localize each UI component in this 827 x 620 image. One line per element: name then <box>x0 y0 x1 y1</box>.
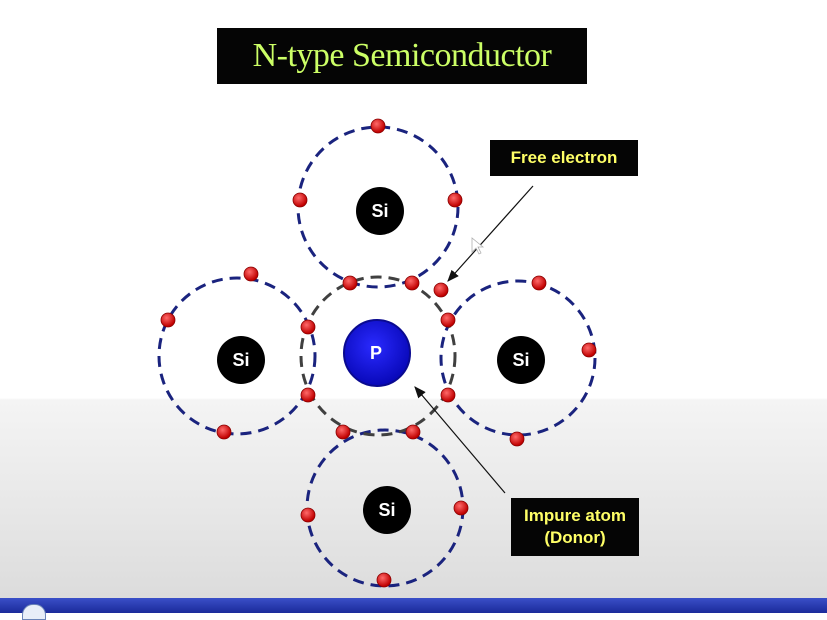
electron <box>300 319 316 335</box>
atom-left-label: Si <box>232 350 249 370</box>
atom-top-label: Si <box>371 201 388 221</box>
impure-atom-arrow <box>414 386 506 494</box>
electron <box>531 275 547 291</box>
electron-free <box>433 282 449 298</box>
electron <box>509 431 525 447</box>
electron <box>447 192 463 208</box>
electron <box>160 312 176 328</box>
atom-bottom <box>363 486 411 534</box>
electron <box>440 312 456 328</box>
atom-center-donor <box>343 319 411 387</box>
atom-center-label: P <box>370 343 382 363</box>
orbit-right <box>439 279 597 437</box>
impure-atom-label-line2: (Donor) <box>544 528 606 547</box>
electron <box>440 387 456 403</box>
electron <box>453 500 469 516</box>
electron <box>376 572 392 588</box>
app-icon[interactable] <box>22 604 46 620</box>
mouse-cursor-icon <box>471 237 485 255</box>
orbit-top <box>296 125 460 289</box>
electron <box>342 275 358 291</box>
electrons <box>160 118 597 588</box>
orbit-center <box>299 275 457 437</box>
impure-atom-label-line1: Impure atom <box>523 506 627 525</box>
atom-left <box>217 336 265 384</box>
impure-atom-label: Impure atom (Donor) <box>511 498 639 556</box>
electron <box>216 424 232 440</box>
electron <box>300 387 316 403</box>
electron <box>243 266 259 282</box>
electron <box>335 424 351 440</box>
electron <box>300 507 316 523</box>
free-electron-arrow <box>447 185 534 282</box>
taskbar <box>0 598 827 613</box>
free-electron-label: Free electron <box>490 140 638 176</box>
orbit-left <box>157 276 317 436</box>
atom-top <box>356 187 404 235</box>
electron <box>370 118 386 134</box>
electron <box>404 275 420 291</box>
electron <box>581 342 597 358</box>
atom-right <box>497 336 545 384</box>
electron <box>405 424 421 440</box>
page-title: N-type Semiconductor <box>217 28 587 84</box>
atom-right-label: Si <box>512 350 529 370</box>
electron <box>292 192 308 208</box>
atom-bottom-label: Si <box>378 500 395 520</box>
